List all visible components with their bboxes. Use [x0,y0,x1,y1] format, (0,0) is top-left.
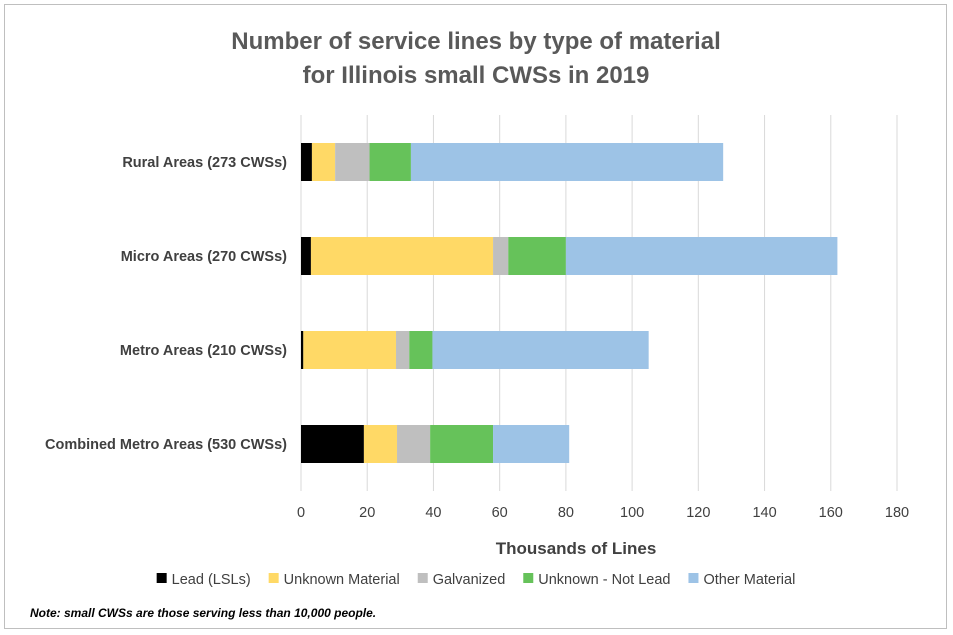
bar-rural-areas-273-cwss-unknown-material [311,143,336,181]
chart-frame: Number of service lines by type of mater… [4,4,947,629]
bar-combined-metro-areas-530-cwss-galvanized [397,425,431,463]
bar-metro-areas-210-cwss-galvanized [396,331,410,369]
x-tick-label-160: 160 [819,505,843,521]
bar-metro-areas-210-cwss-unknown-material [303,331,397,369]
bar-micro-areas-270-cwss-lead-lsls [301,237,311,275]
bars [301,143,838,463]
legend-label-lead-lsls: Lead (LSLs) [172,572,251,588]
bar-metro-areas-210-cwss-unknown-not-lead [409,331,433,369]
category-label-rural-areas-273-cwss: Rural Areas (273 CWSs) [122,155,287,171]
x-tick-label-140: 140 [752,505,776,521]
x-tick-label-100: 100 [620,505,644,521]
bar-metro-areas-210-cwss-lead-lsls [301,331,304,369]
legend-swatch-lead-lsls [156,573,167,583]
legend-swatch-unknown-not-lead [523,573,534,583]
legend-swatch-unknown-material [268,573,279,583]
category-label-combined-metro-areas-530-cwss: Combined Metro Areas (530 CWSs) [45,437,287,453]
x-tick-labels: 0 20 40 60 80 100 120 140 160 180 [297,505,909,521]
legend-label-unknown-not-lead: Unknown - Not Lead [538,572,670,588]
legend-label-unknown-material: Unknown Material [284,572,400,588]
x-tick-label-180: 180 [885,505,909,521]
bar-rural-areas-273-cwss-lead-lsls [301,143,312,181]
x-tick-label-0: 0 [297,505,305,521]
bar-micro-areas-270-cwss-unknown-material [310,237,494,275]
legend-swatch-galvanized [417,573,428,583]
chart-title-line1: Number of service lines by type of mater… [231,28,721,55]
chart-title-line2: for Illinois small CWSs in 2019 [303,62,650,89]
legend-swatch-other-material [688,573,699,583]
x-tick-label-40: 40 [425,505,441,521]
x-tick-label-120: 120 [686,505,710,521]
category-labels: Rural Areas (273 CWSs) Micro Areas (270 C… [45,155,287,453]
legend-label-galvanized: Galvanized [433,572,506,588]
bar-combined-metro-areas-530-cwss-unknown-not-lead [430,425,494,463]
bar-combined-metro-areas-530-cwss-other-material [493,425,570,463]
footnote: Note: small CWSs are those serving less … [30,606,376,620]
category-label-micro-areas-270-cwss: Micro Areas (270 CWSs) [121,249,287,265]
bar-rural-areas-273-cwss-other-material [410,143,724,181]
bar-combined-metro-areas-530-cwss-unknown-material [363,425,398,463]
chart-canvas: Number of service lines by type of mater… [30,28,909,620]
x-tick-label-60: 60 [492,505,508,521]
x-axis-title: Thousands of Lines [496,539,657,558]
category-label-metro-areas-210-cwss: Metro Areas (210 CWSs) [120,343,287,359]
x-tick-label-20: 20 [359,505,375,521]
bar-micro-areas-270-cwss-unknown-not-lead [508,237,566,275]
x-tick-label-80: 80 [558,505,574,521]
legend-label-other-material: Other Material [703,572,795,588]
bar-combined-metro-areas-530-cwss-lead-lsls [301,425,364,463]
bar-micro-areas-270-cwss-other-material [565,237,838,275]
legend: Lead (LSLs) Unknown Material Galvanized Unk… [156,572,795,588]
bar-rural-areas-273-cwss-galvanized [335,143,370,181]
bar-metro-areas-210-cwss-other-material [432,331,649,369]
bar-rural-areas-273-cwss-unknown-not-lead [369,143,411,181]
bar-micro-areas-270-cwss-galvanized [493,237,509,275]
